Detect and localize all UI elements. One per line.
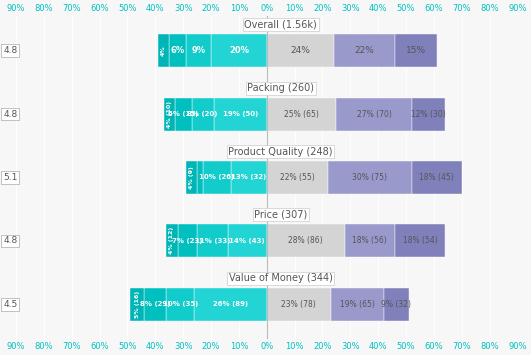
Text: 30% (75): 30% (75) (353, 173, 388, 182)
Text: 11% (33): 11% (33) (195, 238, 230, 244)
Text: 14% (43): 14% (43) (229, 238, 265, 244)
Text: 19% (65): 19% (65) (340, 300, 375, 309)
Text: 6% (15): 6% (15) (168, 111, 198, 117)
Bar (337, 98, 412, 131)
Bar (395, 34, 437, 67)
Text: Product Quality (248): Product Quality (248) (228, 147, 333, 157)
Text: 8% (29): 8% (29) (140, 301, 170, 307)
Text: 4% (9): 4% (9) (189, 166, 194, 189)
Text: 4.5: 4.5 (3, 300, 18, 309)
Text: 5.1: 5.1 (3, 173, 18, 182)
Text: 22% (55): 22% (55) (280, 173, 315, 182)
Text: Value of Money (344): Value of Money (344) (229, 273, 332, 283)
Text: 6%: 6% (170, 46, 185, 55)
Bar (158, 34, 169, 67)
Text: 4% (10): 4% (10) (167, 101, 172, 128)
Text: 24%: 24% (290, 46, 310, 55)
Text: 10% (35): 10% (35) (162, 301, 198, 307)
Bar (197, 224, 228, 257)
Bar (186, 161, 197, 194)
Text: 10% (26): 10% (26) (199, 175, 234, 180)
Text: Price (307): Price (307) (254, 210, 307, 220)
Bar (395, 224, 445, 257)
Text: 25% (65): 25% (65) (284, 110, 319, 119)
Bar (384, 288, 409, 321)
Bar (267, 224, 345, 257)
Text: 8% (20): 8% (20) (187, 111, 218, 117)
Bar (230, 161, 267, 194)
Bar (228, 224, 267, 257)
Bar (175, 98, 192, 131)
Bar (267, 98, 337, 131)
Bar (331, 288, 384, 321)
Text: 18% (45): 18% (45) (419, 173, 454, 182)
Text: 19% (50): 19% (50) (222, 111, 258, 117)
Text: 9%: 9% (191, 46, 205, 55)
Bar (166, 224, 177, 257)
Bar (328, 161, 412, 194)
Bar (194, 288, 267, 321)
Text: 23% (78): 23% (78) (281, 300, 316, 309)
Bar (203, 161, 230, 194)
Text: Overall (1.56k): Overall (1.56k) (244, 20, 317, 30)
Bar (412, 161, 462, 194)
Text: 13% (32): 13% (32) (231, 175, 266, 180)
Bar (345, 224, 395, 257)
Bar (166, 288, 194, 321)
Bar (186, 34, 211, 67)
Text: 4.8: 4.8 (3, 236, 18, 245)
Text: 4.8: 4.8 (3, 46, 18, 55)
Text: 18% (56): 18% (56) (353, 236, 387, 245)
Text: 20%: 20% (229, 46, 249, 55)
Bar (214, 98, 267, 131)
Bar (177, 224, 197, 257)
Bar (267, 161, 328, 194)
Bar (267, 34, 333, 67)
Text: 27% (70): 27% (70) (357, 110, 391, 119)
Text: 12% (30): 12% (30) (411, 110, 446, 119)
Bar (144, 288, 166, 321)
Text: 22%: 22% (354, 46, 374, 55)
Text: 15%: 15% (406, 46, 426, 55)
Text: 4%: 4% (161, 45, 166, 56)
Text: 26% (89): 26% (89) (213, 301, 248, 307)
Bar (267, 288, 331, 321)
Text: 28% (86): 28% (86) (288, 236, 323, 245)
Text: Packing (260): Packing (260) (247, 83, 314, 93)
Bar (169, 34, 186, 67)
Bar (130, 288, 144, 321)
Bar (164, 98, 175, 131)
Text: 4.8: 4.8 (3, 110, 18, 119)
Bar (333, 34, 395, 67)
Bar (197, 161, 203, 194)
Bar (192, 98, 214, 131)
Text: 4% (12): 4% (12) (169, 227, 175, 255)
Bar (412, 98, 445, 131)
Text: 18% (54): 18% (54) (402, 236, 438, 245)
Text: 9% (32): 9% (32) (381, 300, 412, 309)
Text: 5% (16): 5% (16) (135, 291, 140, 318)
Text: 7% (23): 7% (23) (172, 238, 202, 244)
Bar (211, 34, 267, 67)
